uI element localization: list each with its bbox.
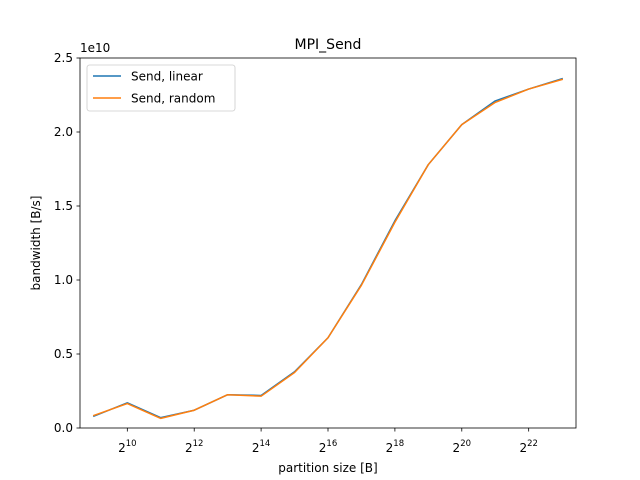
x-tick-label: 222 [519, 439, 537, 455]
y-tick-label: 2.5 [54, 51, 73, 65]
x-tick-label: 214 [252, 439, 270, 455]
y-tick-label: 0.0 [54, 421, 73, 435]
chart-title: MPI_Send [295, 37, 362, 53]
y-tick-label: 1.0 [54, 273, 73, 287]
legend: Send, linear Send, random [86, 64, 236, 112]
series-layer [92, 77, 564, 420]
y-tick-label: 0.5 [54, 347, 73, 361]
x-tick-label: 210 [118, 439, 136, 455]
y-tick-label: 1.5 [54, 199, 73, 213]
legend-label-2: Send, random [131, 92, 215, 106]
x-tick-label: 216 [319, 439, 337, 455]
series-line-2 [92, 78, 564, 420]
y-axis-label: bandwidth [B/s] [29, 196, 43, 291]
x-axis: 210 212 214 216 218 220 222 [118, 428, 538, 455]
y-axis: 0.0 0.5 1.0 1.5 2.0 2.5 [54, 51, 80, 435]
x-tick-label: 212 [185, 439, 203, 455]
y-tick-label: 2.0 [54, 125, 73, 139]
x-tick-label: 220 [453, 439, 471, 455]
x-tick-label: 218 [386, 439, 404, 455]
y-axis-multiplier: 1e10 [80, 41, 110, 55]
x-axis-label: partition size [B] [278, 461, 377, 475]
legend-box [86, 64, 236, 112]
plot-area [80, 58, 576, 428]
legend-label-1: Send, linear [131, 70, 203, 84]
